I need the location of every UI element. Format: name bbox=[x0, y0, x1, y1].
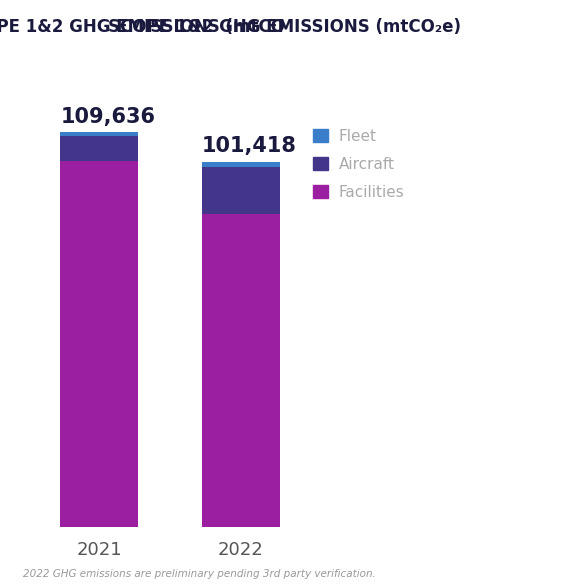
Text: 2022 GHG emissions are preliminary pending 3rd party verification.: 2022 GHG emissions are preliminary pendi… bbox=[23, 569, 376, 579]
Bar bbox=[202, 162, 279, 167]
Text: SCOPE 1&2 GHG EMISSIONS (mtCO₂e): SCOPE 1&2 GHG EMISSIONS (mtCO₂e) bbox=[108, 18, 462, 36]
Text: 109,636: 109,636 bbox=[60, 107, 155, 127]
Text: SCOPE 1&2 GHG EMISSIONS (mtCO: SCOPE 1&2 GHG EMISSIONS (mtCO bbox=[0, 18, 285, 36]
Bar bbox=[202, 167, 279, 214]
Bar bbox=[60, 161, 138, 527]
Bar bbox=[202, 214, 279, 527]
Text: 101,418: 101,418 bbox=[202, 137, 296, 156]
Bar bbox=[60, 132, 138, 136]
Bar bbox=[60, 136, 138, 161]
Legend: Fleet, Aircraft, Facilities: Fleet, Aircraft, Facilities bbox=[307, 122, 410, 206]
